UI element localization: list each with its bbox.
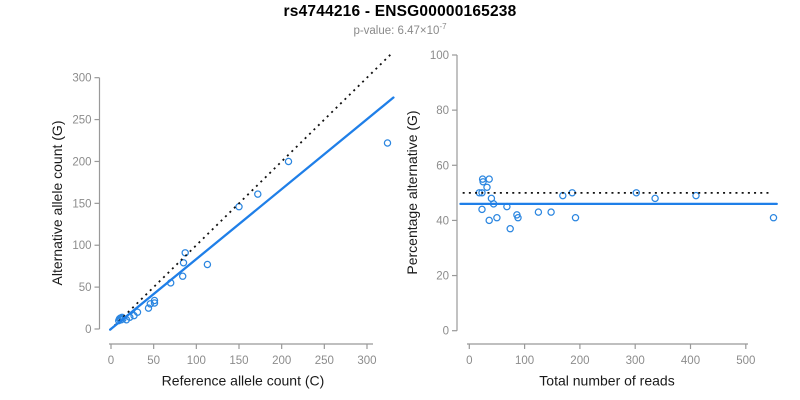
data-point (254, 190, 262, 198)
data-point (179, 259, 188, 267)
data-point (692, 191, 700, 200)
data-point (485, 216, 493, 225)
x-tick-label: 400 (681, 355, 700, 367)
figure-title: rs4744216 - ENSG00000165238 (283, 3, 517, 20)
data-point (181, 249, 189, 257)
data-point (119, 315, 127, 323)
x-tick-label: 0 (108, 355, 114, 367)
data-point (150, 299, 159, 307)
data-point (235, 202, 243, 211)
data-point (651, 194, 659, 203)
y-tick-label: 20 (436, 271, 449, 283)
x-tick-label: 200 (570, 355, 589, 367)
data-point (632, 189, 641, 197)
data-point (144, 304, 153, 312)
x-axis-title: Total number of reads (539, 373, 674, 389)
x-tick-label: 0 (466, 355, 472, 367)
data-point (203, 260, 212, 269)
y-tick-label: 50 (79, 282, 92, 294)
y-axis-title: Alternative allele count (G) (49, 121, 65, 286)
regression-line (108, 96, 395, 331)
y-axis-title: Percentage alternative (G) (404, 110, 420, 274)
data-point (483, 183, 491, 192)
data-point (478, 205, 486, 214)
x-tick-label: 150 (229, 355, 248, 367)
y-tick-label: 200 (72, 156, 91, 168)
y-tick-label: 100 (72, 240, 91, 252)
identity-line (109, 52, 393, 331)
x-tick-label: 250 (315, 355, 334, 367)
data-point (571, 213, 580, 222)
data-point (284, 157, 293, 166)
data-point (383, 139, 392, 147)
x-tick-label: 300 (626, 355, 645, 367)
y-tick-label: 250 (72, 115, 91, 127)
data-point (133, 308, 142, 316)
x-tick-label: 100 (515, 355, 534, 367)
y-tick-label: 100 (430, 50, 449, 62)
y-tick-label: 0 (443, 326, 449, 338)
data-point (178, 272, 187, 280)
data-point (150, 296, 159, 305)
pvalue-text: p-value: 6.47×10 (353, 24, 440, 37)
data-point (534, 208, 543, 216)
data-point (485, 175, 493, 183)
figure-subtitle: p-value: 6.47×10-7 (0, 22, 800, 37)
data-point (478, 189, 486, 197)
data-point (547, 208, 555, 216)
x-tick-label: 50 (147, 355, 160, 367)
left-panel-allele-counts: 0 50 100 150 200 250 300 0 50 100 150 200 250 300 Refe… (49, 52, 395, 389)
y-tick-label: 150 (72, 198, 91, 210)
x-tick-label: 300 (357, 355, 376, 367)
y-tick-label: 40 (436, 215, 449, 227)
x-tick-label: 100 (187, 355, 206, 367)
x-tick-label: 200 (272, 355, 291, 367)
data-point (506, 224, 514, 233)
right-panel-percentage: 0 20 40 60 80 100 0 100 200 300 400 500 Total number… (404, 50, 778, 389)
data-point (479, 178, 487, 186)
pvalue-exponent: -7 (439, 22, 447, 31)
data-point (493, 213, 501, 222)
y-tick-label: 80 (436, 105, 449, 117)
data-point (514, 213, 522, 222)
x-tick-label: 500 (736, 355, 755, 367)
y-tick-label: 60 (436, 160, 449, 172)
y-tick-label: 0 (85, 324, 91, 336)
y-tick-label: 300 (72, 73, 91, 85)
data-point (769, 213, 778, 222)
x-axis-title: Reference allele count (C) (162, 373, 325, 389)
